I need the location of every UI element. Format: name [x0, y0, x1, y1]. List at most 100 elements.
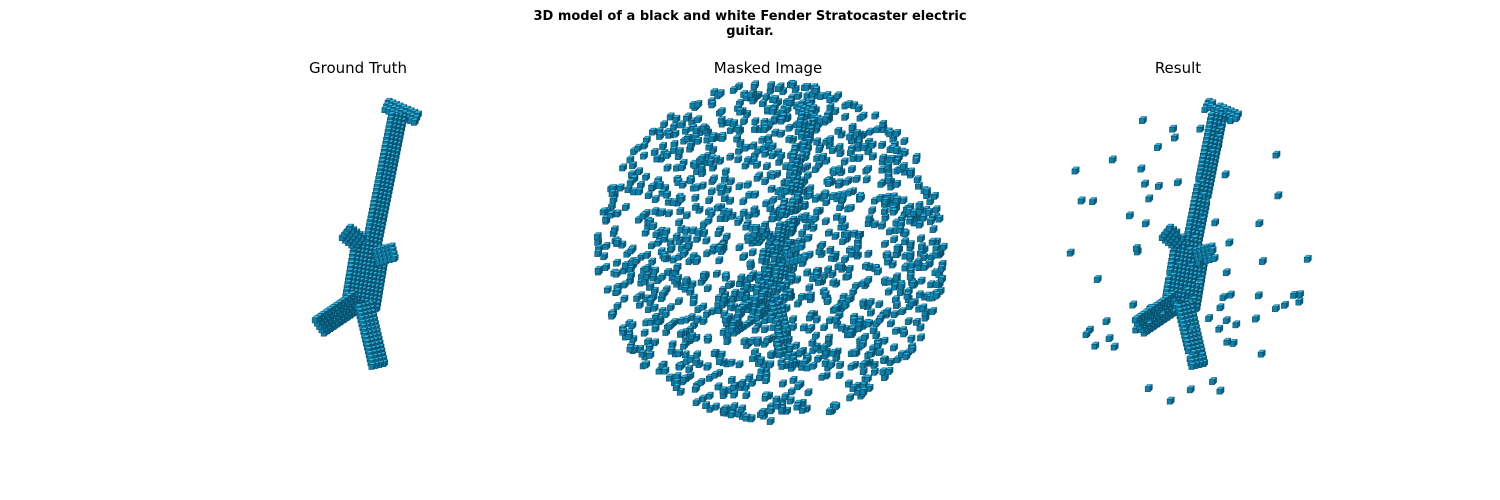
noise-voxel	[739, 197, 748, 206]
noise-voxel	[692, 256, 702, 265]
noise-voxel	[635, 167, 644, 176]
noise-voxel	[651, 324, 660, 333]
noise-voxel	[916, 234, 926, 243]
noise-voxel	[906, 250, 915, 259]
noise-voxel	[613, 237, 622, 247]
noise-voxel	[906, 272, 915, 281]
noise-voxel	[794, 382, 803, 391]
noise-voxel	[846, 203, 855, 213]
noise-voxel	[806, 291, 815, 300]
noise-voxel	[658, 289, 667, 299]
noise-voxel	[678, 163, 687, 172]
noise-voxel	[734, 155, 743, 164]
noise-voxel	[740, 337, 749, 346]
noise-voxel	[739, 208, 748, 217]
noise-voxel	[672, 114, 681, 123]
noise-voxel	[682, 315, 691, 324]
voxel	[751, 229, 760, 239]
noise-voxel	[804, 233, 813, 242]
noise-voxel	[632, 293, 642, 303]
noise-voxel	[1225, 238, 1234, 247]
noise-voxel	[877, 179, 886, 188]
noise-voxel	[924, 207, 934, 217]
noise-voxel	[660, 253, 669, 262]
noise-voxel	[651, 266, 660, 275]
noise-voxel	[838, 215, 847, 224]
noise-voxel	[697, 164, 706, 173]
noise-voxel	[771, 94, 780, 104]
noise-voxel	[1254, 291, 1263, 300]
noise-voxel	[684, 240, 694, 249]
noise-voxel	[844, 294, 853, 304]
noise-voxel	[896, 225, 905, 234]
noise-voxel	[748, 248, 757, 257]
noise-voxel	[735, 360, 744, 369]
noise-voxel	[928, 237, 937, 246]
noise-voxel	[708, 134, 717, 143]
noise-voxel	[929, 225, 938, 234]
noise-voxel	[676, 387, 685, 396]
noise-voxel	[712, 269, 721, 278]
noise-voxel	[877, 221, 887, 230]
noise-voxel	[914, 257, 923, 266]
noise-voxel	[750, 124, 760, 134]
noise-voxel	[865, 127, 875, 136]
noise-voxel	[881, 196, 890, 206]
noise-voxel	[642, 360, 651, 369]
noise-voxel	[647, 317, 656, 326]
noise-voxel	[1154, 181, 1163, 191]
noise-voxel	[751, 117, 760, 126]
noise-voxel	[847, 165, 857, 174]
noise-voxel	[1280, 300, 1290, 309]
noise-voxel	[928, 306, 938, 316]
noise-voxel	[751, 223, 761, 233]
noise-voxel	[760, 325, 770, 334]
noise-voxel	[881, 213, 890, 222]
noise-voxel	[768, 171, 778, 180]
noise-voxel	[747, 90, 756, 99]
noise-voxel	[673, 262, 682, 271]
masked-image-title: Masked Image	[713, 59, 823, 77]
noise-voxel	[902, 352, 911, 361]
noise-voxel	[594, 265, 603, 274]
noise-voxel	[665, 322, 674, 331]
noise-voxel	[788, 315, 798, 324]
noise-voxel	[699, 123, 708, 132]
noise-voxel	[919, 303, 928, 312]
noise-voxel	[763, 335, 772, 344]
noise-voxel	[660, 234, 669, 243]
noise-voxel	[610, 225, 619, 234]
noise-voxel	[647, 241, 656, 250]
noise-voxel	[663, 163, 672, 172]
noise-voxel	[869, 326, 878, 335]
noise-voxel	[743, 180, 752, 189]
noise-voxel	[720, 174, 729, 184]
noise-voxel	[835, 203, 845, 212]
noise-voxel	[734, 82, 744, 91]
noise-voxel	[834, 126, 843, 135]
noise-voxel	[884, 176, 893, 185]
noise-voxel	[1108, 155, 1117, 164]
noise-voxel	[671, 129, 680, 138]
noise-voxel	[853, 242, 862, 252]
noise-voxel	[841, 112, 850, 121]
noise-voxel	[621, 202, 630, 212]
noise-voxel	[665, 373, 674, 382]
noise-voxel	[667, 244, 676, 253]
noise-voxel	[880, 336, 889, 345]
noise-voxel	[1226, 290, 1235, 299]
noise-voxel	[1303, 254, 1312, 263]
noise-voxel	[908, 345, 917, 354]
noise-voxel	[900, 237, 910, 246]
noise-voxel	[777, 129, 786, 138]
noise-voxel	[692, 357, 701, 367]
noise-voxel	[620, 280, 629, 289]
noise-voxel	[811, 194, 820, 203]
noise-voxel	[663, 150, 672, 160]
noise-voxel	[898, 307, 907, 316]
noise-voxel	[651, 194, 660, 204]
noise-voxel	[726, 302, 735, 311]
noise-voxel	[863, 164, 873, 174]
noise-voxel	[628, 321, 637, 330]
voxel	[1165, 223, 1175, 232]
